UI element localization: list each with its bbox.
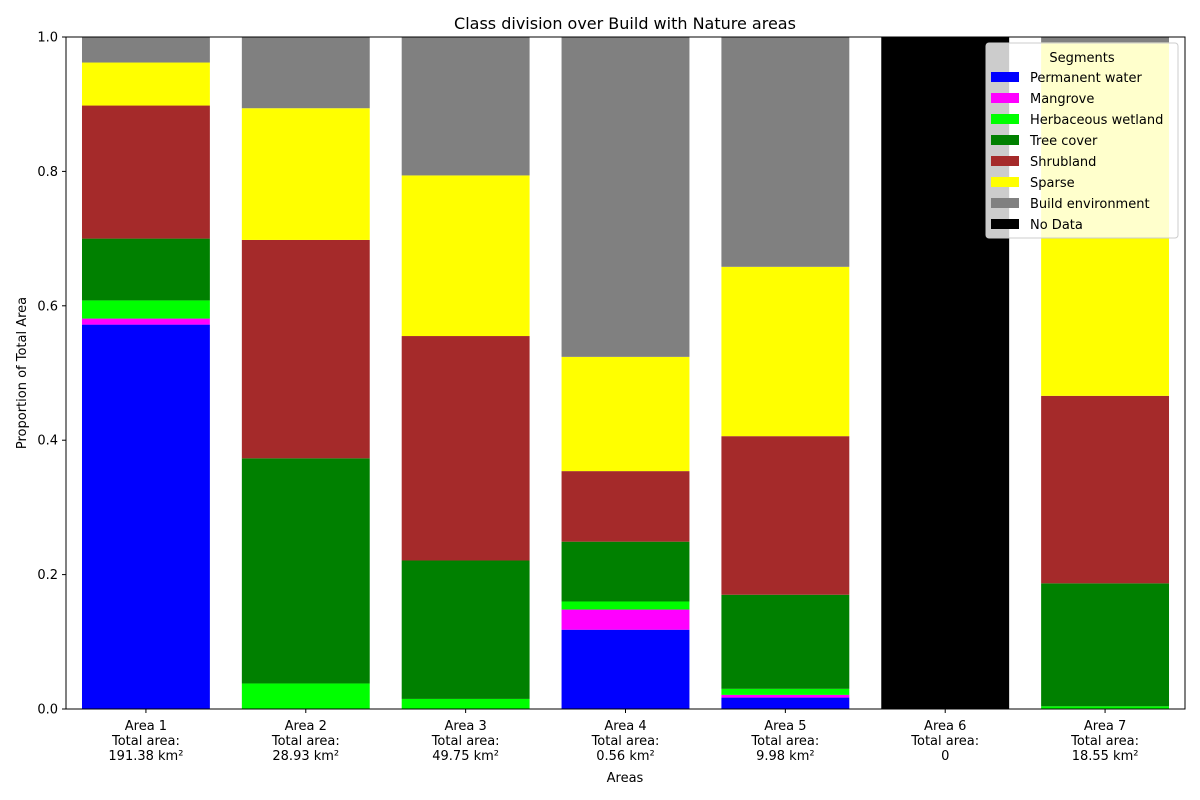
- legend-box: [985, 42, 1179, 239]
- x-tick-label-line: 18.55 km²: [1072, 749, 1139, 764]
- x-tick-label-line: Area 3: [444, 719, 486, 734]
- x-tick-label-line: Total area:: [1070, 734, 1139, 749]
- x-tick-label-line: Total area:: [431, 734, 500, 749]
- legend: Segments Permanent water Mangrove Herbaceou…: [985, 42, 1179, 239]
- y-tick-label: 0.0: [37, 703, 58, 718]
- x-tick-label-line: Total area:: [591, 734, 660, 749]
- bar-segment-build-environment-area-3: [401, 37, 530, 176]
- legend-label-no-data: No Data: [1030, 218, 1083, 233]
- legend-swatch-no-data: [991, 219, 1019, 229]
- y-tick-label: 0.8: [37, 165, 58, 180]
- y-tick-label: 0.2: [37, 568, 58, 583]
- legend-label-build-environment: Build environment: [1030, 197, 1150, 212]
- legend-swatch-tree-cover: [991, 135, 1019, 145]
- legend-title: Segments: [1049, 51, 1115, 66]
- bar-segment-permanent-water-area-5: [721, 697, 850, 709]
- x-tick-label: Area 7 Total area: 18.55 km²: [1070, 719, 1139, 764]
- bar-segment-tree-cover-area-5: [721, 594, 850, 689]
- x-tick-label-line: 49.75 km²: [432, 749, 499, 764]
- x-tick-label-line: 9.98 km²: [756, 749, 814, 764]
- y-axis-label: Proportion of Total Area: [15, 297, 30, 449]
- bar-segment-mangrove-area-1: [81, 318, 210, 325]
- bar-segment-tree-cover-area-7: [1041, 583, 1170, 707]
- bar-segment-herbaceous-wetland-area-3: [401, 698, 530, 709]
- x-tick-label: Area 3 Total area: 49.75 km²: [431, 719, 500, 764]
- bar-segment-build-environment-area-5: [721, 37, 850, 267]
- bar-segment-shrubland-area-5: [721, 436, 850, 595]
- x-tick-label-line: 0.56 km²: [596, 749, 654, 764]
- bar-segment-build-environment-area-2: [241, 37, 370, 109]
- x-tick-label-line: Area 2: [285, 719, 327, 734]
- x-tick-label-line: Area 4: [604, 719, 646, 734]
- x-tick-label-line: Area 6: [924, 719, 966, 734]
- bar-segment-build-environment-area-1: [81, 37, 210, 63]
- bar-segment-shrubland-area-3: [401, 336, 530, 561]
- legend-swatch-herbaceous-wetland: [991, 114, 1019, 124]
- bar-segment-shrubland-area-7: [1041, 395, 1170, 584]
- x-tick-label-line: 28.93 km²: [272, 749, 339, 764]
- legend-swatch-sparse: [991, 177, 1019, 187]
- legend-swatch-mangrove: [991, 93, 1019, 103]
- bar-segment-mangrove-area-5: [721, 694, 850, 698]
- bar-segment-sparse-area-3: [401, 175, 530, 337]
- bar-segment-shrubland-area-1: [81, 105, 210, 239]
- x-tick-label-line: Area 5: [764, 719, 806, 734]
- bar-segment-mangrove-area-4: [561, 609, 690, 630]
- legend-label-shrubland: Shrubland: [1030, 155, 1096, 170]
- y-tick-label: 0.6: [37, 299, 58, 314]
- x-tick-label: Area 4 Total area: 0.56 km²: [591, 719, 660, 764]
- bar-segment-shrubland-area-2: [241, 239, 370, 459]
- x-tick-label-line: Total area:: [111, 734, 180, 749]
- bar-segment-shrubland-area-4: [561, 471, 690, 542]
- bar-segment-tree-cover-area-4: [561, 541, 690, 602]
- bar-segment-herbaceous-wetland-area-5: [721, 688, 850, 695]
- x-tick-label-line: Area 1: [125, 719, 167, 734]
- bar-segment-herbaceous-wetland-area-4: [561, 601, 690, 610]
- plot-frame: [65, 36, 1186, 710]
- x-tick-label: Area 2 Total area: 28.93 km²: [271, 719, 340, 764]
- legend-label-permanent-water: Permanent water: [1030, 71, 1143, 86]
- bar-segment-tree-cover-area-2: [241, 458, 370, 684]
- x-tick-label-line: Total area:: [271, 734, 340, 749]
- x-tick-label-line: Total area:: [910, 734, 979, 749]
- bar-segment-sparse-area-1: [81, 62, 210, 106]
- legend-label-herbaceous-wetland: Herbaceous wetland: [1030, 113, 1163, 128]
- legend-label-sparse: Sparse: [1030, 176, 1075, 191]
- bar-segment-herbaceous-wetland-area-2: [241, 683, 370, 709]
- legend-swatch-build-environment: [991, 198, 1019, 208]
- x-axis-label: Areas: [607, 771, 644, 786]
- x-tick-label-line: 0: [941, 749, 949, 764]
- bar-segment-tree-cover-area-1: [81, 238, 210, 301]
- legend-label-tree-cover: Tree cover: [1029, 134, 1098, 149]
- bar-segment-herbaceous-wetland-area-1: [81, 300, 210, 319]
- legend-label-mangrove: Mangrove: [1030, 92, 1094, 107]
- chart-title: Class division over Build with Nature ar…: [454, 14, 796, 33]
- bar-segment-sparse-area-4: [561, 356, 690, 472]
- x-tick-label: Area 1 Total area: 191.38 km²: [108, 719, 183, 764]
- x-tick-label: Area 6 Total area: 0: [910, 719, 979, 764]
- bar-segment-herbaceous-wetland-area-7: [1041, 706, 1170, 709]
- bar-segment-sparse-area-2: [241, 108, 370, 240]
- x-tick-label-line: 191.38 km²: [108, 749, 183, 764]
- bar-segment-build-environment-area-4: [561, 37, 690, 357]
- bar-segment-permanent-water-area-4: [561, 629, 690, 709]
- x-tick-label-line: Area 7: [1084, 719, 1126, 734]
- y-tick-label: 0.4: [37, 434, 58, 449]
- bar-segment-tree-cover-area-3: [401, 560, 530, 699]
- bar-segment-sparse-area-5: [721, 266, 850, 437]
- bar-segment-build-environment-area-7: [1041, 37, 1170, 43]
- legend-swatch-shrubland: [991, 156, 1019, 166]
- legend-swatch-permanent-water: [991, 72, 1019, 82]
- x-tick-label-line: Total area:: [750, 734, 819, 749]
- x-tick-label: Area 5 Total area: 9.98 km²: [750, 719, 819, 764]
- y-tick-label: 1.0: [37, 31, 58, 46]
- bar-segment-permanent-water-area-1: [81, 324, 210, 709]
